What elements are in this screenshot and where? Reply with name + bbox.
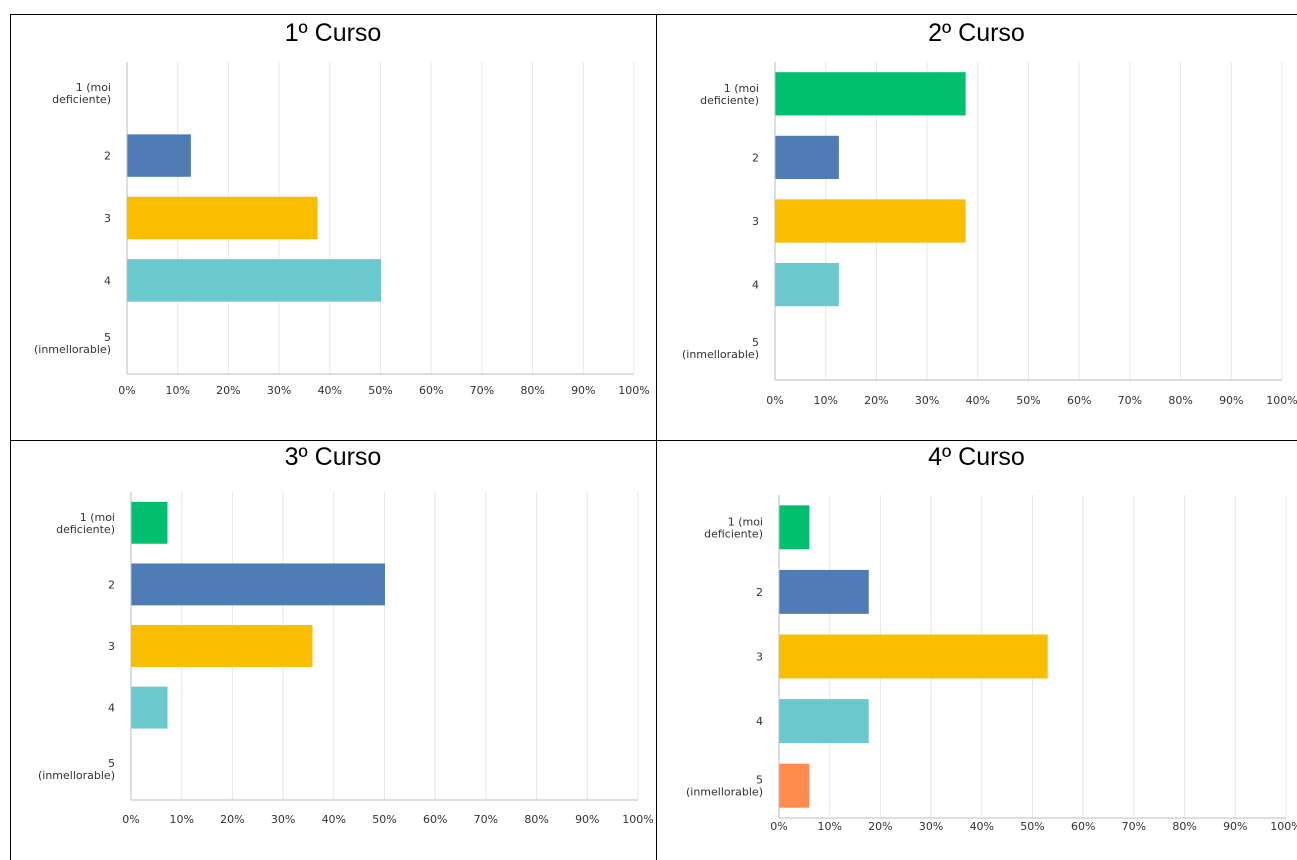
x-tick-label: 80%: [1172, 820, 1196, 833]
bar: [131, 501, 168, 544]
category-label: 1 (moi deficiente): [56, 511, 115, 536]
chart-panel-2: 2º Curso 0% 10% 20% 30% 40% 50% 60% 70% 80% 90% 10…: [656, 14, 1297, 420]
x-tick-label: 50%: [368, 384, 392, 397]
bar: [779, 634, 1048, 679]
bar: [779, 699, 869, 744]
frame-left: [10, 14, 11, 860]
category-label: 1 (moi deficiente): [52, 81, 111, 106]
category-label: 1 (moi deficiente): [704, 515, 763, 540]
x-tick-label: 90%: [575, 813, 599, 826]
x-tick-label: 30%: [915, 394, 939, 407]
x-tick-label: 20%: [864, 394, 888, 407]
x-tick-label: 90%: [571, 384, 595, 397]
bar: [779, 505, 810, 550]
bar: [775, 135, 839, 180]
category-label: 5 (inmellorable): [686, 774, 763, 799]
bar: [131, 686, 168, 729]
x-tick-label: 20%: [220, 813, 244, 826]
chart-title: 4º Curso: [928, 443, 1025, 471]
category-label: 4: [752, 279, 759, 292]
x-tick-label: 20%: [868, 820, 892, 833]
bar-chart-2: 0% 10% 20% 30% 40% 50% 60% 70% 80% 90% 100% 1 (moi d…: [682, 62, 1297, 407]
x-tick-label: 20%: [216, 384, 240, 397]
x-tick-label: 70%: [470, 384, 494, 397]
x-tick-label: 30%: [267, 384, 291, 397]
bar: [775, 72, 966, 116]
x-tick-label: 10%: [165, 384, 189, 397]
chart-title: 3º Curso: [284, 443, 382, 471]
x-tick-label: 60%: [1071, 820, 1095, 833]
x-tick-label: 80%: [520, 384, 544, 397]
category-label: 5 (inmellorable): [38, 757, 115, 782]
x-tick-label: 70%: [1118, 394, 1142, 407]
bar-chart-1: 0% 10% 20% 30% 40% 50% 60% 70% 80% 90% 100% 1 (moi d…: [34, 62, 650, 397]
bar: [779, 763, 810, 808]
chart-title: 1º Curso: [284, 19, 382, 47]
category-label: 4: [756, 715, 763, 728]
bar-chart-3: 0% 10% 20% 30% 40% 50% 60% 70% 80% 90% 100% 1 (moi d…: [38, 492, 654, 826]
category-label: 3: [104, 212, 111, 225]
frame-middle-vertical-top: [656, 14, 657, 440]
category-label: 3: [108, 640, 115, 653]
category-label: 4: [108, 702, 115, 715]
bar: [775, 199, 966, 243]
x-tick-label: 40%: [966, 394, 990, 407]
x-tick-label: 30%: [271, 813, 295, 826]
bar: [779, 569, 869, 614]
x-tick-label: 10%: [169, 813, 193, 826]
category-label: 4: [104, 274, 111, 287]
x-tick-label: 100%: [618, 384, 649, 397]
x-tick-label: 70%: [474, 813, 498, 826]
x-tick-label: 70%: [1122, 820, 1146, 833]
x-tick-label: 50%: [372, 813, 396, 826]
x-tick-label: 0%: [118, 384, 135, 397]
chart-panel-3: 3º Curso 0% 10% 20% 30% 40% 50% 60% 70% 80% 90% 10…: [10, 440, 656, 860]
x-tick-label: 50%: [1016, 394, 1040, 407]
category-label: 5 (inmellorable): [34, 331, 111, 356]
x-tick-label: 30%: [919, 820, 943, 833]
bar: [127, 134, 191, 177]
x-tick-label: 10%: [813, 394, 837, 407]
x-tick-label: 60%: [423, 813, 447, 826]
chart-panel-4: 4º Curso 0% 10% 20% 30% 40% 50% 60% 70% 80% 90% 10…: [656, 440, 1297, 860]
x-tick-label: 40%: [322, 813, 346, 826]
x-tick-label: 0%: [122, 813, 139, 826]
x-tick-label: 90%: [1223, 820, 1247, 833]
category-label: 2: [752, 151, 759, 164]
category-label: 3: [752, 215, 759, 228]
bar: [131, 563, 385, 606]
category-label: 3: [756, 651, 763, 664]
x-tick-label: 0%: [770, 820, 787, 833]
category-label: 2: [756, 586, 763, 599]
bar: [127, 196, 318, 240]
x-tick-label: 100%: [1270, 820, 1297, 833]
x-tick-label: 40%: [318, 384, 342, 397]
bar: [131, 625, 313, 667]
x-tick-label: 100%: [1266, 394, 1297, 407]
chart-panel-1: 1º Curso 0% 10% 20% 30% 40% 50% 60% 70% 80% 90% 10…: [10, 14, 656, 420]
category-label: 1 (moi deficiente): [700, 82, 759, 107]
frame-top: [10, 14, 1297, 15]
bar-chart-4: 0% 10% 20% 30% 40% 50% 60% 70% 80% 90% 100% 1 (moid…: [686, 495, 1297, 833]
bar: [127, 259, 381, 302]
category-label: 2: [108, 578, 115, 591]
x-tick-label: 0%: [766, 394, 783, 407]
frame-middle-vertical-bottom: [656, 440, 657, 860]
category-label: 2: [104, 150, 111, 163]
x-tick-label: 90%: [1219, 394, 1243, 407]
x-tick-label: 60%: [1067, 394, 1091, 407]
x-tick-label: 10%: [817, 820, 841, 833]
chart-title: 2º Curso: [928, 19, 1025, 47]
bar: [775, 262, 839, 307]
x-tick-label: 50%: [1020, 820, 1044, 833]
category-label: 5 (inmellorable): [682, 336, 759, 361]
frame-middle-horizontal: [10, 440, 1297, 441]
x-tick-label: 100%: [622, 813, 653, 826]
x-tick-label: 40%: [970, 820, 994, 833]
x-tick-label: 80%: [524, 813, 548, 826]
x-tick-label: 60%: [419, 384, 443, 397]
x-tick-label: 80%: [1168, 394, 1192, 407]
